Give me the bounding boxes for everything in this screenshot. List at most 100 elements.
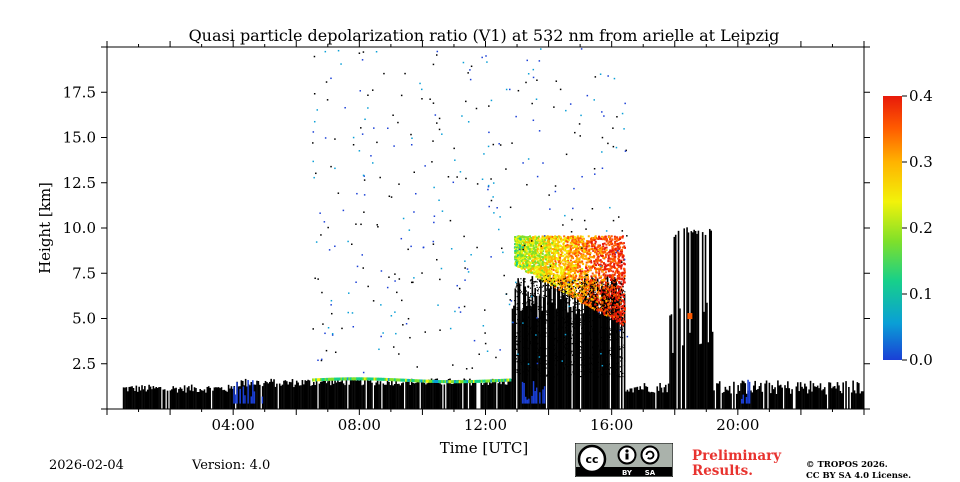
cirrus-cell [562, 243, 565, 246]
backscatter-column [639, 386, 642, 409]
cirrus-cell [551, 265, 554, 268]
speckle-cell [550, 368, 552, 370]
cirrus-cell [599, 276, 602, 279]
speckle-cell [598, 302, 601, 304]
aerosol-layer-cell [329, 377, 332, 381]
speckle-cell [520, 361, 522, 363]
speckle-cell [600, 337, 602, 339]
backscatter-column [657, 390, 660, 409]
backscatter-column [707, 342, 710, 409]
speckle-cell [576, 339, 578, 341]
cirrus-cell [582, 237, 585, 240]
cirrus-cell [581, 260, 584, 263]
speckle-cell [567, 322, 569, 324]
backscatter-column [172, 386, 175, 409]
cirrus-cell [618, 275, 621, 278]
cirrus-cell [530, 244, 533, 247]
cirrus-cell [568, 278, 571, 281]
y-tick-label: 10.0 [63, 219, 96, 237]
backscatter-column [399, 385, 402, 409]
cirrus-cell [613, 257, 616, 260]
cirrus-cell [546, 273, 549, 276]
cirrus-cell [544, 268, 547, 271]
cirrus-cell [593, 245, 596, 248]
backscatter-column [432, 382, 434, 409]
cirrus-cell [521, 258, 524, 261]
cirrus-cell [529, 266, 532, 269]
backscatter-column [459, 380, 461, 409]
cirrus-cell [601, 269, 604, 272]
speckle-cell [615, 337, 617, 339]
cirrus-cell [523, 239, 526, 242]
backscatter-column [295, 380, 298, 409]
low-depol-patch [532, 381, 535, 404]
cirrus-cell [525, 250, 528, 253]
speckle-cell [560, 291, 563, 294]
noise-point [380, 270, 383, 272]
noise-point [358, 52, 361, 54]
y-tick-label: 2.5 [72, 355, 96, 373]
noise-point [421, 88, 423, 91]
noise-point [497, 228, 500, 231]
speckle-cell [589, 334, 591, 336]
speckle-cell [534, 295, 536, 298]
noise-point [466, 268, 469, 270]
speckle-cell [577, 283, 579, 285]
backscatter-column [735, 393, 738, 409]
speckle-cell [616, 375, 619, 378]
speckle-cell [555, 357, 557, 359]
cirrus-cell [590, 281, 593, 284]
cirrus-cell [590, 290, 593, 293]
cirrus-cell [619, 302, 622, 305]
backscatter-column [582, 313, 585, 409]
speckle-cell [593, 313, 596, 315]
speckle-cell [603, 365, 605, 367]
cirrus-cell [606, 294, 609, 297]
cirrus-cell [608, 240, 611, 243]
backscatter-column [547, 275, 549, 409]
cirrus-cell [532, 236, 535, 239]
cirrus-cell [523, 246, 526, 249]
speckle-cell [618, 367, 620, 369]
x-tick-label: 04:00 [212, 416, 255, 434]
cirrus-cell [553, 242, 556, 245]
speckle-cell [516, 332, 518, 334]
cirrus-cell [535, 256, 538, 259]
speckle-cell [587, 316, 589, 318]
cirrus-cell [617, 266, 620, 269]
speckle-cell [615, 336, 617, 339]
backscatter-column [436, 378, 439, 409]
backscatter-column [128, 386, 131, 409]
cirrus-cell [601, 235, 604, 238]
speckle-cell [566, 350, 568, 352]
cirrus-cell [576, 260, 579, 263]
cirrus-cell [615, 249, 618, 252]
cirrus-cell [516, 257, 519, 260]
backscatter-column [618, 287, 620, 409]
speckle-cell [615, 362, 617, 365]
low-depol-patch [535, 387, 538, 404]
noise-point [613, 330, 615, 333]
cirrus-cell [577, 254, 580, 257]
backscatter-column [354, 378, 356, 409]
cirrus-cell [534, 240, 537, 243]
cirrus-cell [588, 260, 591, 263]
backscatter-column [409, 385, 412, 409]
backscatter-column [202, 390, 204, 409]
speckle-cell [514, 325, 516, 328]
cirrus-cell [570, 244, 573, 247]
preliminary-line-1: Preliminary [692, 448, 782, 464]
noise-point [555, 80, 558, 82]
aerosol-layer-cell [368, 377, 371, 381]
cirrus-cell [521, 235, 524, 238]
cirrus-cell [525, 265, 528, 268]
backscatter-column [229, 388, 231, 409]
cirrus-cell [537, 274, 540, 277]
cirrus-cell [528, 270, 531, 273]
cirrus-cell [604, 250, 607, 253]
speckle-cell [567, 294, 569, 296]
aerosol-layer-cell [400, 378, 403, 382]
cirrus-cell [605, 301, 608, 304]
cirrus-cell [551, 252, 554, 255]
aerosol-layer-cell [379, 377, 383, 381]
